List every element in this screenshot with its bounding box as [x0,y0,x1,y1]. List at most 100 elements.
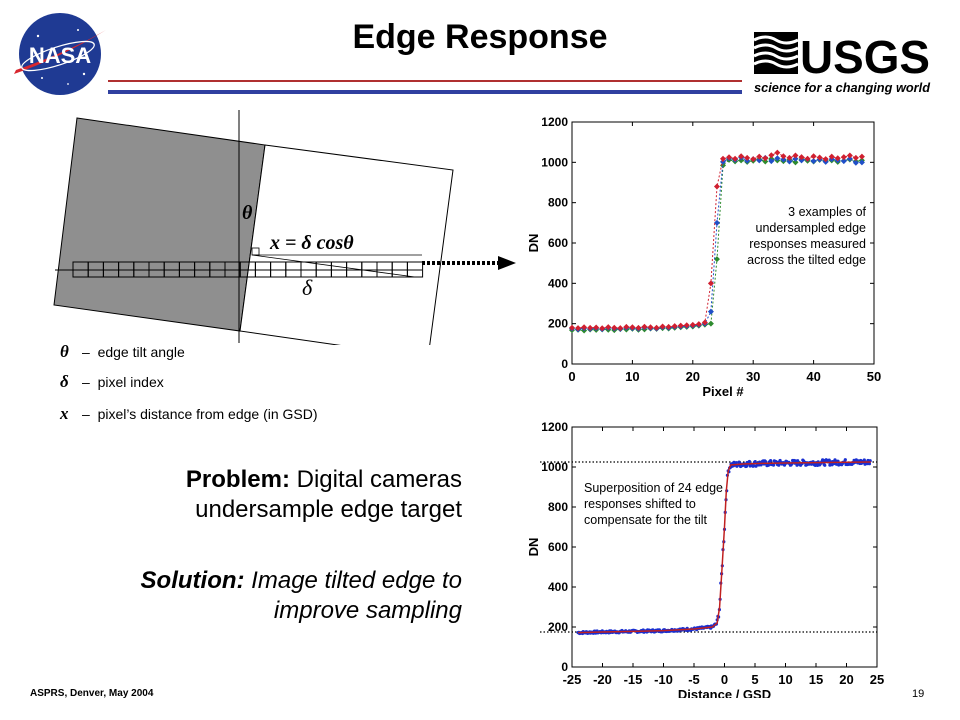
data-point [713,256,720,263]
data-point [867,462,871,466]
x-distance-line [251,254,416,278]
problem-statement: Problem: Digital cameras undersample edg… [185,466,462,523]
data-point [653,324,660,331]
legend-theta: θ – edge tilt angle [60,342,185,361]
data-point [792,152,799,159]
y-tick-label: 400 [548,580,568,594]
y-tick-label: 0 [561,357,568,371]
data-point [762,155,769,162]
legend-symbol: x [60,404,69,423]
data-point [810,158,817,165]
data-point [732,155,739,162]
nasa-logo-text: NASA [29,43,91,68]
page-title: Edge Response [352,18,608,56]
y-tick-label: 200 [548,317,568,331]
fit-curve [578,461,871,634]
data-point [828,153,835,160]
data-point [858,159,865,166]
y-tick-label: 0 [561,660,568,674]
data-point [683,322,690,329]
y-tick-label: 600 [548,540,568,554]
data-point [768,152,775,159]
usgs-wave-mark [753,32,799,74]
data-point [671,323,678,330]
data-point [798,154,805,161]
x-tick-label: 20 [839,672,853,687]
data-point [771,463,776,467]
data-point [750,156,757,163]
solution-statement: Solution: Image tilted edge to improve s… [140,567,462,624]
dotted-arrow [422,256,516,270]
usgs-tagline: science for a changing world [754,80,931,95]
data-series [569,149,865,332]
y-tick-label: 1000 [541,460,568,474]
header-rule-red [108,80,742,82]
data-point [713,219,720,226]
data-point [786,158,793,165]
data-point [780,156,787,163]
data-point [569,324,575,331]
data-point [843,458,847,462]
header-rule-blue [108,90,742,94]
x-axis-label: Pixel # [702,384,744,399]
data-point [707,280,714,287]
data-point [756,157,763,164]
y-tick-label: 1200 [541,115,568,129]
data-point [689,321,696,328]
y-tick-label: 800 [548,500,568,514]
x-tick-label: 15 [809,672,823,687]
plot-frame [571,426,878,668]
data-point [713,183,720,190]
legend-text: edge tilt angle [97,344,185,360]
data-point [665,323,672,330]
legend-delta: δ – pixel index [60,372,164,391]
data-point [813,463,817,467]
data-point [605,324,612,331]
nasa-logo-vector [14,30,106,74]
data-point [846,152,853,159]
chart2-annotation: Superposition of 24 edge responses shift… [584,481,723,527]
data-point [720,158,726,165]
data-point [726,154,733,161]
data-point [777,463,781,467]
data-point [766,463,770,467]
legend-text: pixel’s distance from edge (in GSD) [97,406,318,422]
x-tick-label: 50 [867,369,881,384]
data-point [617,325,624,332]
bright-region [239,144,454,345]
data-point [587,324,594,331]
y-tick-label: 200 [548,620,568,634]
data-point [774,149,781,156]
x-tick-label: 0 [721,672,728,687]
x-tick-label: -25 [563,672,582,687]
superposition-edge-chart: -25 -20 -15 -10 -5 0 5 10 15 20 25 0 200 400 600 800 100… [526,420,884,698]
data-point [756,153,763,160]
legend-symbol: θ [60,342,69,361]
data-point [834,155,841,162]
data-point [659,323,666,330]
right-angle-marker [251,247,260,256]
x-tick-label: -10 [654,672,673,687]
y-tick-label: 1200 [541,420,568,434]
data-point [798,157,805,164]
legend-symbol: δ [60,372,69,391]
chart1-annotation: 3 examples of undersampled edge response… [747,205,866,267]
data-point [695,321,702,328]
data-point [744,154,751,161]
data-point [852,159,859,166]
data-point [611,324,618,331]
data-point [641,323,648,330]
x-tick-label: 5 [751,672,758,687]
data-point [768,158,775,165]
data-point [840,154,847,161]
page-number: 19 [912,688,925,700]
data-point [810,153,817,160]
theta-label: θ [242,202,253,224]
data-point [852,154,859,161]
x-tick-label: 25 [870,672,884,687]
data-point [707,308,714,315]
y-axis-label: DN [526,538,541,557]
tilted-edge-diagram: θ x = δ cosθ δ [53,110,454,345]
x-axis-label: Distance / GSD [678,687,771,698]
data-point [846,155,853,162]
